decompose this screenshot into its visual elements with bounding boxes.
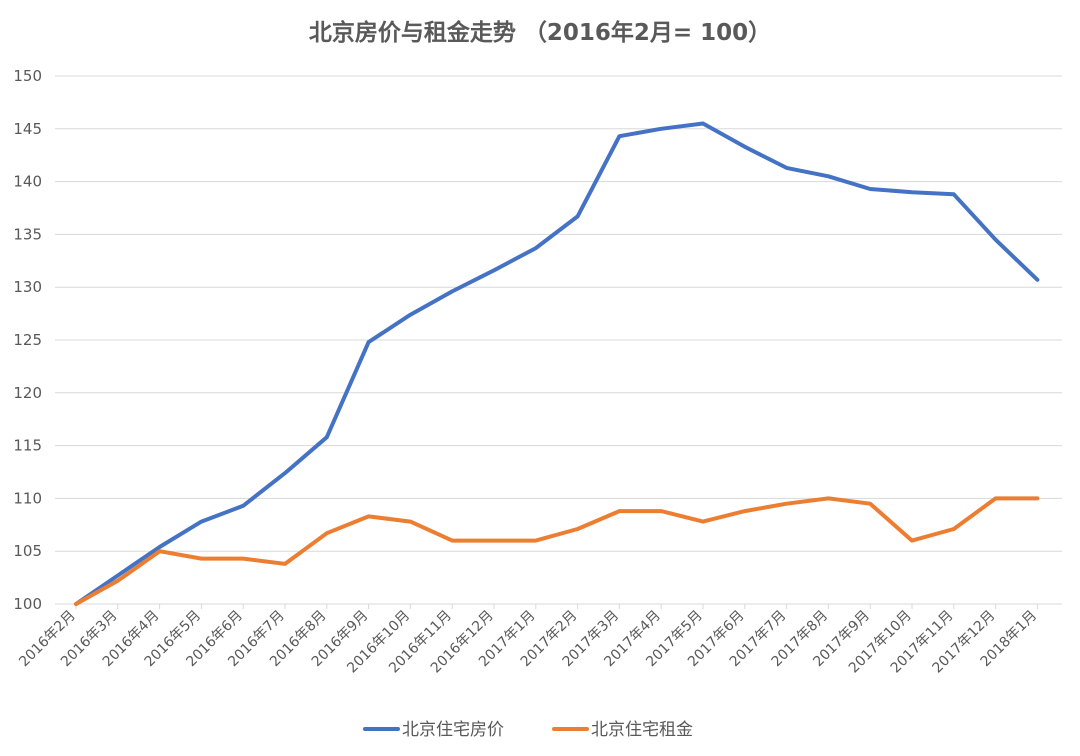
- y-tick-label: 125: [13, 331, 42, 349]
- y-tick-label: 100: [13, 595, 42, 613]
- legend: 北京住宅房价 北京住宅租金: [363, 720, 693, 740]
- y-tick-label: 145: [13, 120, 42, 138]
- series-lines: [74, 121, 1040, 606]
- series-line-2: [74, 496, 1040, 606]
- y-tick-label: 130: [13, 278, 42, 296]
- series-line-1: [74, 121, 1040, 606]
- y-tick-label: 110: [13, 489, 42, 507]
- y-tick-label: 115: [13, 437, 42, 455]
- legend-label: 北京住宅房价: [402, 720, 504, 740]
- y-tick-label: 135: [13, 225, 42, 243]
- legend-label: 北京住宅租金: [591, 720, 693, 740]
- y-tick-label: 105: [13, 542, 42, 560]
- x-axis-ticks: 2016年2月2016年3月2016年4月2016年5月2016年6月2016年…: [16, 604, 1040, 676]
- y-tick-label: 120: [13, 384, 42, 402]
- y-tick-label: 140: [13, 173, 42, 191]
- chart-title: 北京房价与租金走势 （2016年2月= 100）: [309, 19, 771, 46]
- y-tick-label: 150: [13, 67, 42, 85]
- y-axis-ticks: 100 105 110 115 120 125 130 135 140 145 150: [13, 67, 42, 613]
- gridlines: [55, 75, 1062, 605]
